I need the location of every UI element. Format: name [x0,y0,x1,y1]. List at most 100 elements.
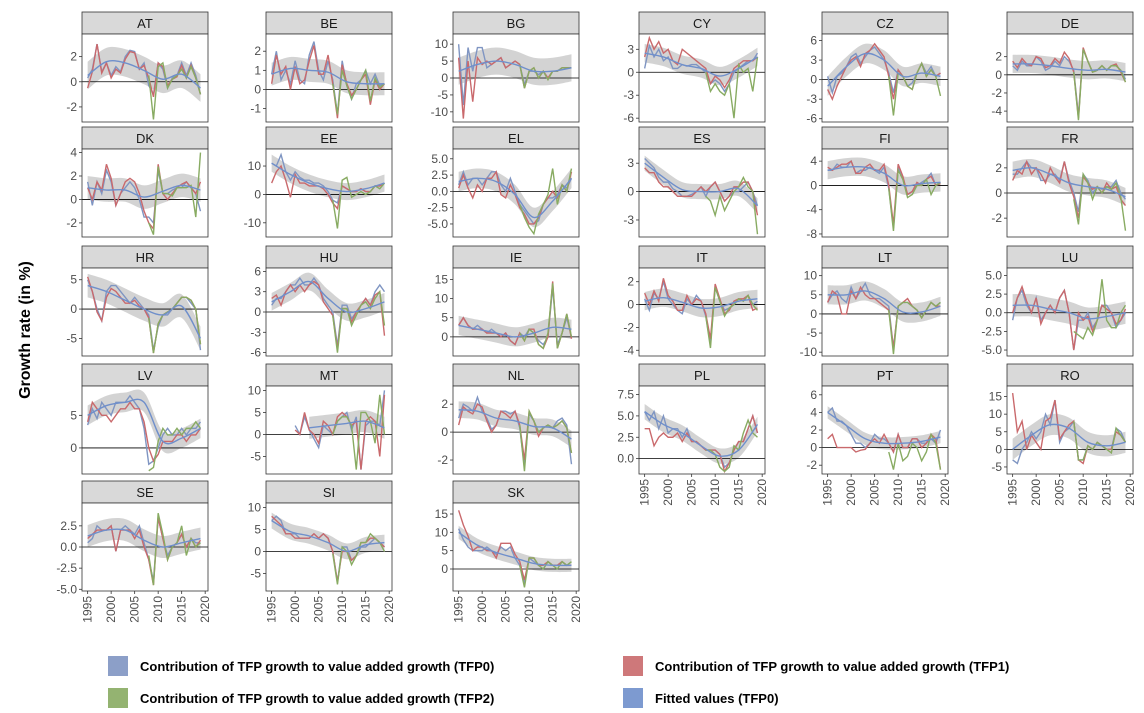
fitted-line [827,165,941,187]
y-tick-label: 2 [627,275,634,289]
y-tick-label: 0 [995,442,1002,456]
confidence-band [644,155,758,214]
y-tick-label: 4 [810,154,817,168]
panel-plot [639,155,765,235]
y-tick-label: -2 [991,211,1002,225]
fitted-line [87,284,202,339]
y-tick-label: -5.0 [427,217,448,231]
strip-title: ES [693,131,711,146]
y-tick-label: -2.5 [981,324,1002,338]
y-tick-label: 0 [254,82,261,96]
fitted-line [87,528,201,548]
y-tick-label: 0 [254,544,261,558]
x-tick-label: 1995 [265,596,279,623]
fitted-line [309,420,385,429]
strip-title: HR [136,250,155,265]
series-line [705,56,759,119]
y-tick-label: -6 [806,112,817,126]
strip-title: RO [1060,368,1080,383]
strip-title: BG [507,16,526,31]
strip-title: PT [877,368,894,383]
strip-title: SK [507,485,525,500]
y-tick-label: 2.5 [617,430,634,444]
panel-plot [82,43,208,120]
legend-label: Contribution of TFP growth to value adde… [655,659,1009,674]
series-line [271,280,386,350]
x-tick-label: 2015 [732,479,746,506]
panel-plot [82,513,208,586]
fitted-line [827,411,941,445]
y-axis-label: Growth rate (in %) [17,261,34,399]
fitted-line [1012,304,1126,320]
panel-plot [453,168,579,236]
y-tick-label: 0 [70,75,77,89]
y-tick-label: 2 [441,397,448,411]
panel-border [638,267,766,357]
strip-title: HU [320,250,339,265]
x-tick-label: 2000 [475,596,489,623]
strip-title: DK [136,131,154,146]
y-tick-label: -2 [623,320,634,334]
x-tick-label: 2000 [844,479,858,506]
fitted-line [644,297,758,310]
y-tick-label: 10 [435,37,449,51]
fitted-line [458,324,572,338]
y-tick-label: 3 [627,156,634,170]
panel-border [265,33,393,123]
panel-plot [266,512,392,585]
y-tick-label: 2.5 [431,168,448,182]
strip-title: CZ [876,16,893,31]
panel-border [265,385,393,475]
panel-plot [453,510,579,588]
y-tick-label: 7.5 [617,388,634,402]
series-line [1073,171,1127,231]
y-tick-label: 3 [254,285,261,299]
y-tick-label: 0.0 [617,452,634,466]
fitted-line [271,519,385,553]
fitted-line [1012,167,1126,198]
panel-border [1006,33,1134,123]
fitted-line [644,162,758,207]
y-tick-label: -3 [806,92,817,106]
y-tick-label: 2 [70,169,77,183]
series-line [1073,421,1127,461]
confidence-band [458,525,572,573]
x-tick-label: 2005 [868,479,882,506]
confidence-band [87,273,201,351]
series-line [888,301,941,355]
y-tick-label: 10 [804,269,818,283]
y-tick-label: -8 [806,227,817,241]
panel-plot [266,152,392,229]
y-tick-label: -2 [66,100,77,114]
series-line [888,61,942,116]
series-line [888,432,942,470]
strip-title: EL [508,131,524,146]
y-tick-label: 0 [810,73,817,87]
confidence-band [271,512,385,560]
series-line [519,64,572,89]
panel-border [452,148,580,238]
panel-border [265,502,393,592]
panel-border [821,148,949,238]
panel-border [81,385,209,475]
series-line [705,175,759,235]
fitted-line [87,60,201,89]
y-tick-label: 5.0 [431,152,448,166]
panel-plot [639,278,765,349]
series-line [148,296,202,354]
y-tick-label: 0 [441,425,448,439]
y-tick-label: 5.0 [617,409,634,423]
strip-title: LU [1062,250,1079,265]
legend-label: Contribution of TFP growth to value adde… [140,691,494,706]
y-tick-label: -3 [623,213,634,227]
panel-plot [82,389,208,472]
panel-plot [822,42,948,116]
y-tick-label: 0 [441,71,448,85]
strip-title: LT [878,250,892,265]
y-tick-label: 0 [70,192,77,206]
x-tick-label: 2020 [382,596,396,623]
y-tick-label: -5 [806,326,817,340]
y-tick-label: 10 [435,525,449,539]
confidence-band [458,47,572,86]
